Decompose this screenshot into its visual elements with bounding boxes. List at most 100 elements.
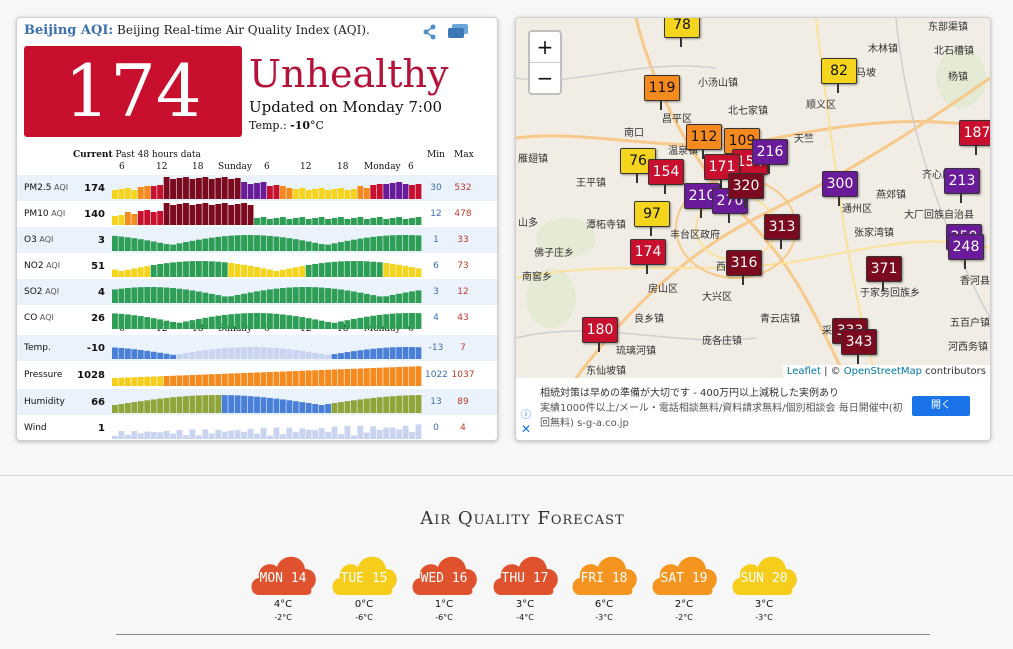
history-bar — [350, 239, 357, 251]
zoom-out-button[interactable]: − — [536, 66, 554, 90]
aqi-map[interactable]: 东部渠镇 木林镇 北石槽镇 杨镇 小汤山镇 马坡 顺义区 北七家镇 天竺 雁翅镇 王平镇 温泉镇 昌平区… — [516, 18, 990, 378]
aqi-station-marker[interactable]: 97 — [634, 201, 670, 236]
history-bar — [208, 293, 215, 303]
aqi-station-marker[interactable]: 180 — [582, 317, 618, 352]
history-bar — [124, 348, 131, 359]
map-place-label: 琉璃河镇 — [616, 346, 656, 357]
row-history-bars[interactable] — [112, 203, 422, 225]
ad-close-icon[interactable]: ✕ — [521, 422, 532, 436]
aqi-station-marker[interactable]: 213 — [944, 168, 980, 203]
forecast-day[interactable]: SUN 20 3°C -3°C — [728, 547, 800, 627]
aqi-station-marker[interactable]: 119 — [644, 75, 680, 110]
row-history-bars[interactable] — [112, 177, 422, 199]
map-place-label: 马坡 — [856, 68, 876, 79]
history-bar — [292, 431, 299, 439]
history-bar — [370, 185, 377, 199]
aqi-station-marker[interactable]: 248 — [948, 234, 984, 269]
history-bar — [299, 240, 306, 251]
history-bar — [202, 429, 209, 439]
forecast-day[interactable]: SAT 19 2°C -2°C — [648, 547, 720, 627]
history-bar — [189, 395, 196, 413]
aqi-station-marker[interactable]: 343 — [841, 329, 877, 364]
history-bar — [396, 217, 403, 225]
history-bar — [331, 261, 338, 277]
time-tick-label: 18 — [337, 162, 349, 172]
zoom-in-button[interactable]: + — [530, 32, 560, 63]
forecast-high-temp: 3°C — [754, 599, 774, 610]
aqi-station-marker[interactable]: 154 — [648, 159, 684, 194]
history-bar — [170, 205, 176, 225]
history-bar — [234, 373, 241, 386]
row-history-bars[interactable] — [112, 337, 422, 359]
row-history-bars[interactable] — [112, 391, 422, 413]
aqi-station-marker[interactable]: 78 — [664, 18, 700, 47]
aqi-station-marker[interactable]: 216 — [752, 139, 788, 174]
history-bar — [150, 399, 157, 413]
aqi-widget: Beijing AQI: Beijing Real-time Air Quali… — [16, 17, 498, 441]
aqi-station-marker[interactable]: 313 — [764, 214, 800, 249]
brand-link[interactable]: Beijing AQI: — [24, 23, 114, 38]
map-place-label: 东仙坡镇 — [586, 366, 626, 377]
history-bar — [118, 215, 125, 225]
history-bar — [350, 318, 357, 329]
forecast-day[interactable]: WED 16 1°C -6°C — [408, 547, 480, 627]
aqi-station-marker[interactable]: 320 — [728, 173, 764, 208]
aqi-station-marker[interactable]: 174 — [630, 239, 666, 274]
row-history-bars[interactable] — [112, 229, 422, 251]
forecast-day[interactable]: TUE 15 0°C -6°C — [328, 547, 400, 627]
aqi-station-marker[interactable]: 210 — [684, 183, 720, 218]
aqi-station-marker[interactable]: 371 — [866, 256, 902, 291]
aqi-station-marker[interactable]: 300 — [822, 171, 858, 206]
row-label-name: Pressure — [24, 370, 63, 380]
history-bar — [376, 367, 383, 386]
share-icon[interactable] — [423, 24, 437, 40]
leaflet-link[interactable]: Leaflet — [786, 366, 821, 377]
row-history-bars[interactable] — [112, 255, 422, 277]
history-bar — [318, 320, 325, 329]
current-aqi-value: 174 — [24, 46, 242, 137]
aqi-station-marker[interactable]: 82 — [821, 58, 857, 93]
row-history-bars[interactable] — [112, 417, 422, 439]
forecast-day[interactable]: MON 14 4°C -2°C — [247, 547, 319, 627]
temp-unit: °C — [310, 119, 324, 132]
history-bar — [150, 376, 157, 386]
window-icon[interactable] — [447, 23, 469, 39]
aqi-station-marker[interactable]: 112 — [686, 124, 722, 159]
history-bar — [305, 219, 312, 225]
history-bar — [112, 190, 118, 199]
time-tick-label: 12 — [156, 324, 168, 334]
history-bar — [402, 235, 409, 251]
history-bar — [202, 350, 209, 359]
osm-link[interactable]: OpenStreetMap — [843, 366, 922, 377]
forecast-day[interactable]: FRI 18 6°C -3°C — [568, 547, 640, 627]
history-bar — [254, 396, 260, 413]
forecast-day[interactable]: THU 17 3°C -4°C — [489, 547, 561, 627]
ad-info-icon[interactable]: ⓘ — [521, 410, 531, 421]
history-bar — [144, 400, 151, 413]
history-bar — [292, 189, 299, 199]
aqi-station-marker[interactable]: 187 — [959, 120, 990, 155]
history-bar — [137, 239, 144, 251]
row-min-value: 6 — [433, 261, 439, 271]
history-bar — [260, 290, 267, 303]
aqi-station-marker[interactable]: 171 — [704, 154, 740, 189]
temp-value: -10 — [290, 119, 311, 132]
history-bar — [299, 428, 306, 439]
history-bar — [344, 369, 351, 386]
aqi-station-marker[interactable]: 316 — [726, 250, 762, 285]
history-bar — [118, 189, 125, 199]
history-bar — [312, 429, 319, 439]
history-bar — [221, 348, 228, 359]
ad-open-button[interactable]: 開く — [912, 396, 970, 416]
row-history-bars[interactable] — [112, 307, 422, 329]
ad-banner[interactable]: ⓘ ✕ 相続対策は早めの準備が大切です - 400万円以上減税した実例あり 実績… — [516, 378, 990, 440]
row-history-bars[interactable] — [112, 364, 422, 386]
history-bar — [144, 376, 151, 386]
history-bar — [157, 376, 164, 386]
history-bar — [292, 287, 299, 303]
map-place-label: 王平镇 — [576, 178, 606, 189]
history-bar — [370, 426, 377, 439]
history-bar — [208, 374, 215, 386]
aqi-station-marker[interactable]: 76 — [620, 148, 656, 183]
row-history-bars[interactable] — [112, 281, 422, 303]
